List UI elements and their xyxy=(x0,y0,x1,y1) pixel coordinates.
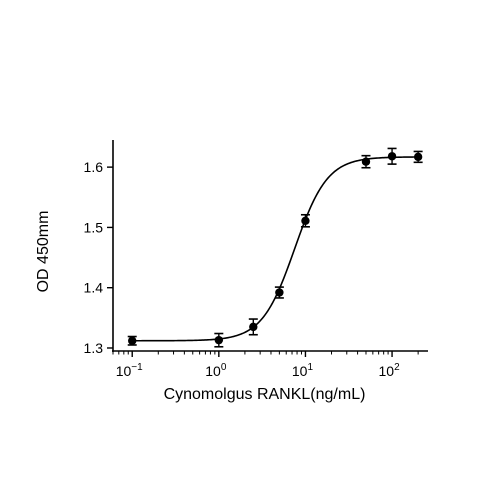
data-point-group xyxy=(248,318,258,336)
data-point xyxy=(249,322,258,332)
y-tick-label: 1.5 xyxy=(84,219,104,235)
data-point-group xyxy=(387,147,397,165)
y-tick-label: 1.3 xyxy=(84,340,104,356)
data-point xyxy=(301,216,310,225)
y-tick-label: 1.6 xyxy=(84,159,104,175)
x-tick-label: 101 xyxy=(292,362,314,379)
data-point-group xyxy=(361,154,371,169)
data-point-group xyxy=(413,150,423,164)
fit-curve-layer xyxy=(132,156,419,342)
data-points-layer xyxy=(127,147,423,348)
data-point xyxy=(387,152,397,161)
axis-labels-layer: 1.3 1.4 1.5 1.6 10−1 100 101 102 Cynomolgus RANK… xyxy=(35,159,400,403)
data-point xyxy=(413,152,423,162)
data-point-group xyxy=(127,335,137,346)
data-point xyxy=(214,335,224,345)
y-tick-label: 1.4 xyxy=(84,280,104,296)
data-point-group xyxy=(300,213,310,228)
x-tick-label: 10−1 xyxy=(116,362,143,379)
data-point xyxy=(361,157,371,166)
data-point-group xyxy=(274,286,284,299)
data-point-group xyxy=(214,332,224,348)
data-point xyxy=(275,288,284,297)
y-axis-title: OD 450mm xyxy=(35,211,52,293)
axes xyxy=(107,140,428,357)
x-tick-label: 102 xyxy=(378,362,400,379)
x-axis-title: Cynomolgus RANKL(ng/mL) xyxy=(164,386,366,403)
x-tick-label: 100 xyxy=(205,362,227,379)
data-point xyxy=(128,336,137,345)
fit-curve xyxy=(132,156,419,342)
